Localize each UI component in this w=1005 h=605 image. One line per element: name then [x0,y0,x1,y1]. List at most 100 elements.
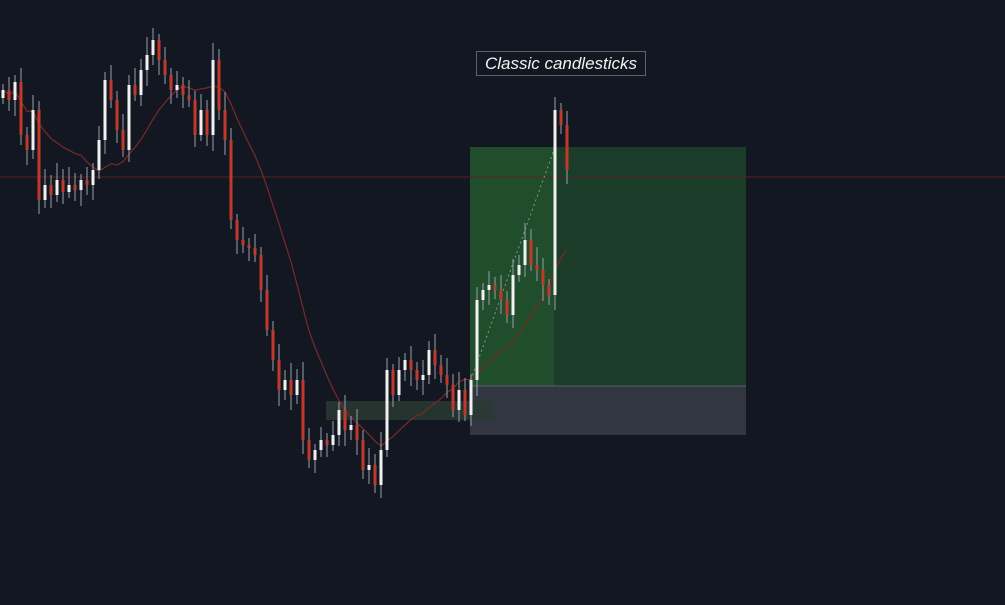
candle-down [541,270,545,285]
candle-down [7,90,11,100]
candle-up [517,265,521,275]
candle-up [103,80,107,140]
candle-down [415,370,419,380]
candle-up [403,360,407,370]
candle-down [565,125,569,170]
candle-down [289,380,293,395]
candle-up [55,180,59,195]
candle-up [13,82,17,100]
candle-down [373,465,377,485]
candle-down [181,85,185,95]
chart-annotation-label[interactable]: Classic candlesticks [476,51,646,76]
candle-down [529,240,533,265]
candle-up [43,185,47,200]
candle-up [79,180,83,190]
candle-down [451,385,455,410]
candle-down [235,220,239,240]
candle-down [37,110,41,200]
candle-down [73,185,77,190]
candle-down [301,380,305,440]
candle-up [67,185,71,192]
candle-down [277,360,281,390]
candle-down [391,370,395,395]
candle-up [421,375,425,380]
candle-up [175,85,179,90]
candle-down [559,110,563,125]
candle-up [283,380,287,390]
candle-down [355,425,359,440]
candle-down [463,390,467,415]
candle-down [133,85,137,95]
candle-up [199,110,203,135]
candle-down [343,410,347,430]
candle-down [307,440,311,460]
candle-down [193,100,197,135]
candle-up [481,290,485,300]
candle-up [97,140,101,170]
candle-down [85,180,89,185]
candle-up [469,380,473,415]
candle-up [337,410,341,435]
candle-down [265,290,269,330]
candle-up [379,450,383,485]
candle-down [499,290,503,300]
candle-up [475,300,479,380]
candle-down [361,440,365,470]
candle-down [247,245,251,248]
candle-down [271,330,275,360]
candle-up [487,285,491,290]
candle-down [325,440,329,445]
candle-up [151,40,155,55]
candle-up [397,370,401,395]
candle-down [25,135,29,150]
candle-down [187,95,191,100]
candle-up [385,370,389,450]
candle-up [313,450,317,460]
candle-up [367,465,371,470]
candle-down [121,130,125,150]
candle-down [409,360,413,370]
candle-down [439,365,443,375]
candle-up [211,60,215,135]
candle-down [223,110,227,140]
stop-zone [470,386,746,435]
candle-down [115,100,119,130]
candle-up [139,70,143,95]
candle-up [145,55,149,70]
candle-up [523,240,527,265]
candle-up [457,390,461,410]
candle-up [295,380,299,395]
candle-down [205,110,209,135]
candle-down [19,82,23,135]
candle-down [535,265,539,270]
candle-down [259,255,263,290]
candle-down [61,180,65,192]
candle-up [349,425,353,430]
candle-down [109,80,113,100]
candle-up [1,90,5,98]
candle-down [49,185,53,195]
candle-down [241,240,245,245]
candle-up [331,435,335,445]
candle-up [553,110,557,295]
candle-down [169,75,173,90]
candle-up [319,440,323,450]
candle-up [427,350,431,375]
candle-up [91,170,95,185]
candle-down [229,140,233,220]
candle-down [163,60,167,75]
candle-down [253,248,257,255]
candle-down [493,285,497,290]
candle-down [505,300,509,315]
candle-down [217,60,221,110]
moving-average-line [2,85,568,447]
candle-up [511,275,515,315]
candle-down [157,40,161,60]
candle-down [445,375,449,385]
candle-up [31,110,35,150]
trade-path-line [470,146,556,381]
candle-up [127,85,131,150]
candle-down [433,350,437,365]
candle-down [547,285,551,295]
